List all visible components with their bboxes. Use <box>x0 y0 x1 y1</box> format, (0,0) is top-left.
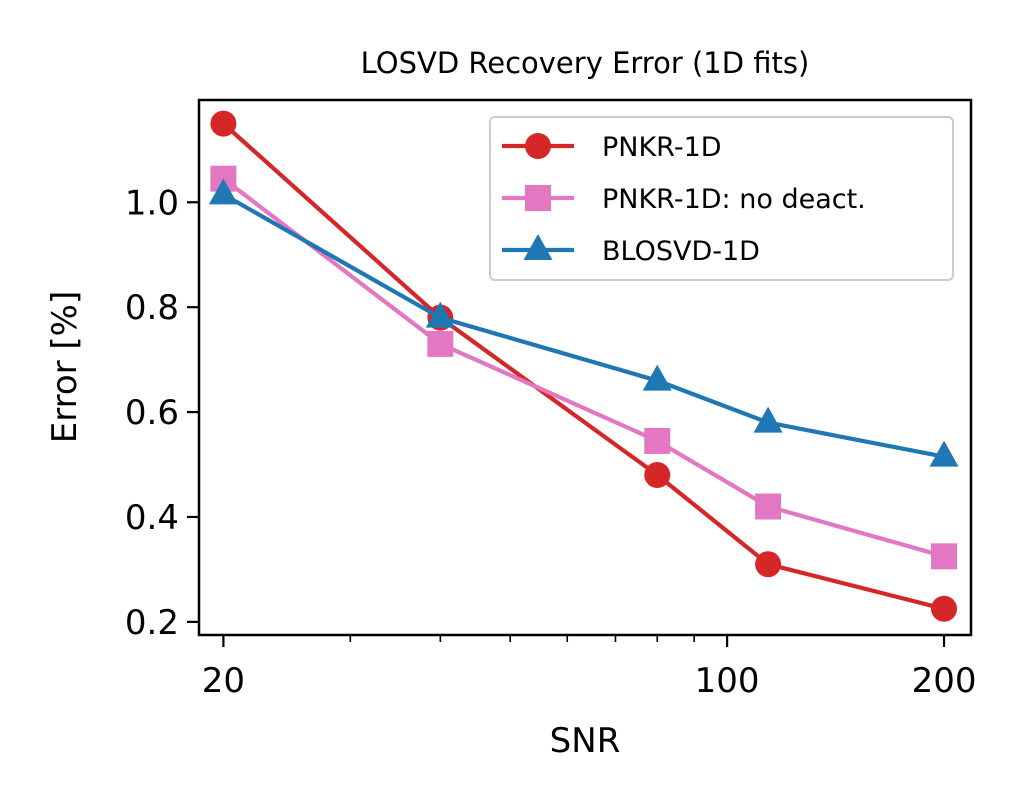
x-tick-label: 100 <box>695 661 760 701</box>
legend: PNKR-1D PNKR-1D: no deact. BLOSVD-1D <box>489 116 954 281</box>
data-point <box>210 110 237 137</box>
y-tick-label: 0.8 <box>125 288 179 328</box>
data-point <box>931 595 958 622</box>
y-tick-label: 0.4 <box>125 498 179 538</box>
data-point <box>755 493 782 520</box>
y-tick-label: 0.2 <box>125 603 179 643</box>
data-point <box>644 427 671 454</box>
legend-item: PNKR-1D: no deact. <box>502 184 866 215</box>
data-point <box>755 551 782 578</box>
legend-box <box>489 116 954 281</box>
y-tick-label: 1.0 <box>125 183 179 223</box>
y-tick-label: 0.6 <box>125 393 179 433</box>
data-point <box>642 364 672 391</box>
chart-title: LOSVD Recovery Error (1D fits) <box>361 46 810 80</box>
data-point <box>425 301 455 328</box>
legend-item: PNKR-1D <box>502 132 722 163</box>
y-axis-label: Error [%] <box>45 291 85 444</box>
legend-marker <box>525 133 551 159</box>
series-pnkr-1d-no-deact <box>210 165 958 570</box>
series-blosvd-1d <box>208 178 959 467</box>
legend-label: PNKR-1D <box>602 132 722 163</box>
data-point <box>931 543 958 570</box>
data-point <box>753 406 783 433</box>
legend-marker <box>525 185 551 211</box>
plot-area: 20 100 200 0.2 0.4 0.6 0.8 1.0 <box>125 110 977 701</box>
legend-label: BLOSVD-1D <box>602 236 760 267</box>
legend-item: BLOSVD-1D <box>502 234 760 267</box>
axes-frame <box>197 98 973 637</box>
x-axis-label: SNR <box>550 721 621 761</box>
data-point <box>427 330 454 357</box>
x-tick-label: 200 <box>912 661 977 701</box>
data-point <box>644 462 671 489</box>
x-tick-label: 20 <box>202 661 245 701</box>
legend-label: PNKR-1D: no deact. <box>602 184 866 215</box>
data-point <box>929 440 959 467</box>
legend-marker <box>523 234 553 260</box>
data-point <box>208 178 238 205</box>
